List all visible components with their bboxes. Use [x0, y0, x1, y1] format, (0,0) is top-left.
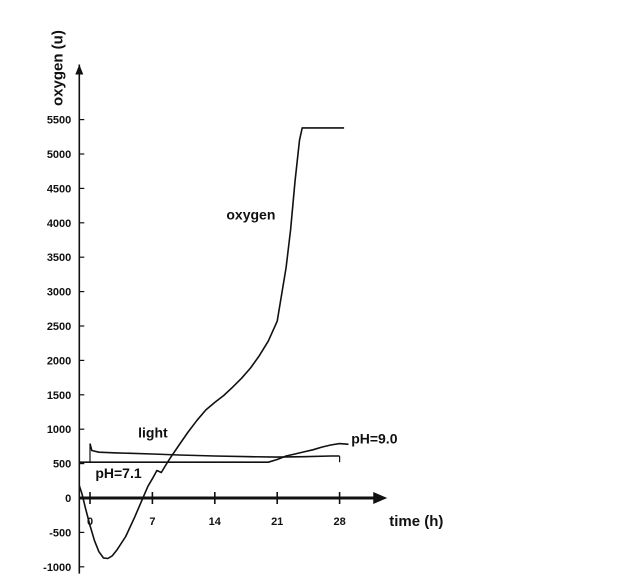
x-tick-label: 0 [87, 516, 93, 528]
x-tick-label: 7 [149, 516, 155, 528]
x-tick-label: 21 [271, 516, 283, 528]
x-tick-label: 28 [333, 516, 345, 528]
y-tick-label: 1500 [47, 390, 71, 402]
series-line-light [89, 443, 340, 458]
y-tick-label: -1000 [43, 562, 71, 574]
labels: oxygen (u) time (h) oxygen light pH=9.0 pH=… [49, 30, 443, 530]
annotation-light: light [138, 424, 168, 440]
annotation-ph-7-1: pH=7.1 [95, 465, 142, 481]
y-axis-arrow [75, 64, 84, 75]
y-tick-label: 1000 [47, 424, 71, 436]
y-tick-label: 2000 [47, 355, 71, 367]
y-axis-label: oxygen (u) [49, 30, 66, 106]
axes: -1000 -500 0 500 1000 1500 2000 2500 3000 3500 400… [43, 64, 388, 574]
y-tick-label: 2500 [47, 321, 71, 333]
series-line-oxygen [78, 127, 345, 560]
x-axis-label: time (h) [389, 513, 443, 530]
y-tick-label: -500 [49, 527, 71, 539]
y-tick-label: 3500 [47, 252, 71, 264]
x-axis-arrow [373, 492, 388, 504]
x-tick-label: 14 [209, 516, 222, 528]
y-tick-label: 5000 [47, 149, 71, 161]
y-tick-label: 500 [53, 459, 71, 471]
annotation-ph-9-0: pH=9.0 [351, 431, 398, 447]
y-tick-label: 4500 [47, 183, 71, 195]
annotation-oxygen: oxygen [226, 206, 275, 222]
series-line-ph [79, 442, 349, 464]
y-tick-label: 4000 [47, 218, 71, 230]
y-tick-label: 5500 [47, 115, 71, 127]
series-layer [78, 127, 349, 560]
y-tick-label: 0 [65, 493, 71, 505]
y-tick-label: 3000 [47, 287, 71, 299]
